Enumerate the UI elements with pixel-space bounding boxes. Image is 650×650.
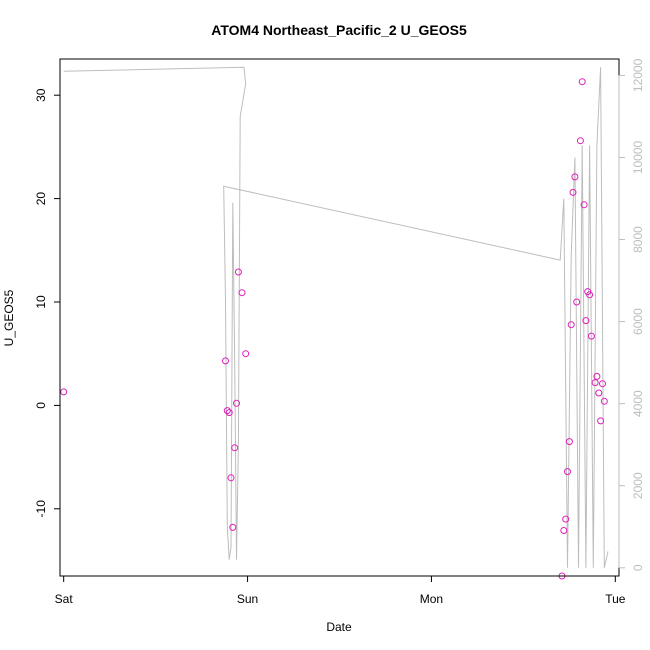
data-point bbox=[593, 372, 601, 380]
data-point bbox=[564, 468, 571, 476]
right-tick-label: 10000 bbox=[631, 140, 645, 174]
data-point bbox=[595, 389, 603, 397]
altitude-line-layer bbox=[63, 66, 609, 568]
data-point bbox=[223, 407, 231, 415]
left-axis: -10 0 10 20 30 bbox=[34, 88, 61, 518]
points-layer bbox=[60, 78, 608, 580]
data-point bbox=[60, 388, 68, 396]
bottom-tick-label: Sat bbox=[55, 592, 74, 606]
chart-title: ATOM4 Northeast_Pacific_2 U_GEOS5 bbox=[211, 22, 467, 38]
data-point bbox=[231, 444, 239, 452]
data-point bbox=[569, 188, 577, 196]
data-point bbox=[571, 173, 579, 181]
right-tick-label: 4000 bbox=[631, 390, 645, 417]
left-tick-label: 10 bbox=[34, 295, 48, 309]
data-point bbox=[586, 291, 594, 299]
data-point bbox=[229, 523, 237, 531]
data-point bbox=[587, 332, 595, 340]
data-point bbox=[578, 78, 586, 86]
y-axis-label: U_GEOS5 bbox=[2, 289, 16, 346]
bottom-tick-label: Tue bbox=[605, 592, 626, 606]
altitude-series-line bbox=[63, 66, 609, 568]
x-axis-label: Date bbox=[326, 620, 352, 634]
left-tick-label: 30 bbox=[34, 88, 48, 102]
right-axis: 0 2000 4000 6000 8000 10000 12000 bbox=[618, 58, 645, 571]
data-point bbox=[238, 289, 246, 297]
right-tick-label: 2000 bbox=[631, 472, 645, 499]
data-point bbox=[580, 201, 588, 209]
data-point bbox=[599, 380, 606, 388]
data-point bbox=[582, 317, 590, 325]
data-point bbox=[234, 268, 242, 276]
data-point bbox=[560, 527, 568, 534]
data-point bbox=[225, 409, 233, 417]
left-tick-label: 20 bbox=[34, 192, 48, 206]
data-point bbox=[227, 474, 235, 482]
data-point bbox=[591, 379, 599, 387]
left-tick-label: -10 bbox=[34, 500, 48, 518]
data-point bbox=[565, 438, 573, 446]
data-point bbox=[597, 417, 605, 425]
data-point bbox=[222, 357, 229, 365]
data-point bbox=[573, 298, 581, 306]
left-tick-label: 0 bbox=[34, 402, 48, 409]
bottom-tick-label: Sun bbox=[237, 592, 258, 606]
data-point bbox=[576, 137, 584, 145]
plot-area bbox=[59, 58, 620, 577]
data-point bbox=[242, 350, 250, 358]
right-tick-label: 12000 bbox=[631, 58, 645, 92]
right-tick-label: 0 bbox=[631, 564, 645, 571]
right-tick-label: 8000 bbox=[631, 226, 645, 253]
data-point bbox=[233, 399, 240, 407]
data-point bbox=[600, 397, 608, 405]
data-point bbox=[567, 321, 575, 329]
right-tick-label: 6000 bbox=[631, 308, 645, 335]
bottom-tick-label: Mon bbox=[420, 592, 443, 606]
bottom-axis: Sat Sun Mon Tue bbox=[55, 575, 626, 606]
data-point bbox=[562, 515, 570, 523]
